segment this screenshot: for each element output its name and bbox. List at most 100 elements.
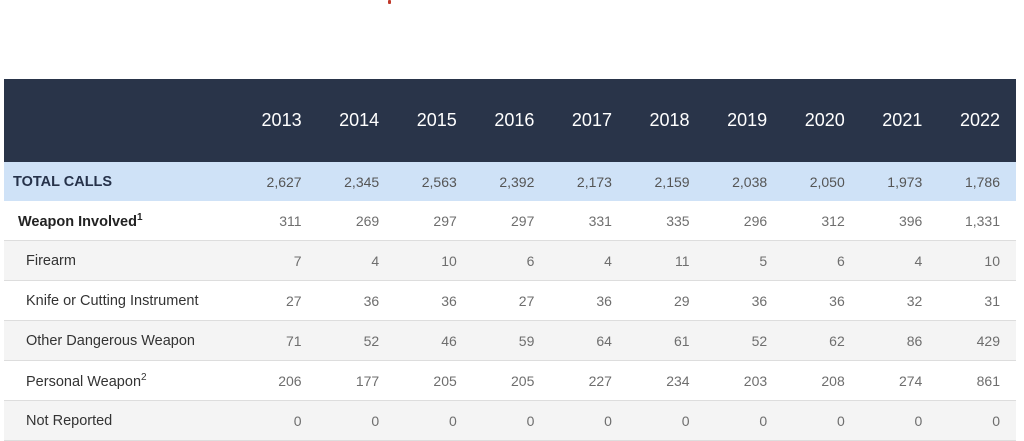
calls-table-container: 2013 2014 2015 2016 2017 2018 2019 2020 … — [4, 79, 1016, 441]
table-cell: 0 — [705, 400, 784, 441]
year-header: 2014 — [339, 110, 380, 130]
table-cell: 0 — [938, 400, 1016, 441]
table-row-not-reported: Not Reported 0 0 0 0 0 0 0 0 0 0 — [4, 400, 1016, 441]
year-header: 2019 — [727, 110, 768, 130]
table-cell: 52 — [705, 320, 784, 361]
table-cell: 297 — [472, 201, 551, 241]
year-header: 2018 — [649, 110, 690, 130]
table-cell: 205 — [472, 360, 551, 401]
table-cell: 46 — [395, 320, 473, 361]
red-mark — [388, 0, 391, 4]
row-label: Not Reported — [4, 400, 240, 441]
table-cell: 11 — [627, 240, 706, 281]
row-label: Weapon Involved1 — [4, 201, 240, 241]
table-cell: 36 — [550, 280, 628, 321]
year-header: 2013 — [261, 110, 302, 130]
year-header: 2021 — [882, 110, 923, 130]
footnote-marker: 1 — [136, 211, 143, 223]
table-cell: 1,786 — [964, 173, 1000, 190]
table-cell: 52 — [317, 320, 396, 361]
year-header: 2020 — [804, 110, 845, 130]
row-label: Other Dangerous Weapon — [4, 320, 240, 361]
table-cell: 2,345 — [344, 173, 380, 190]
table-cell: 71 — [240, 320, 318, 361]
table-row-total-calls: TOTAL CALLS 2,627 2,345 2,563 2,392 2,17… — [4, 162, 1016, 201]
table-cell: 0 — [860, 400, 939, 441]
table-row-personal-weapon: Personal Weapon2 206 177 205 205 227 234… — [4, 360, 1016, 401]
year-header: 2016 — [494, 110, 535, 130]
table-cell: 296 — [705, 201, 784, 241]
table-cell: 311 — [240, 201, 318, 241]
table-cell: 32 — [860, 280, 939, 321]
table-cell: 2,392 — [499, 173, 535, 190]
table-cell: 0 — [240, 400, 318, 441]
table-cell: 208 — [783, 360, 861, 401]
table-cell: 0 — [395, 400, 473, 441]
table-cell: 861 — [938, 360, 1016, 401]
table-cell: 2,050 — [809, 173, 845, 190]
table-cell: 206 — [240, 360, 318, 401]
table-cell: 36 — [783, 280, 861, 321]
footnote-marker: 2 — [141, 371, 147, 383]
table-cell: 6 — [783, 240, 861, 281]
table-cell: 31 — [938, 280, 1016, 321]
table-cell: 5 — [705, 240, 784, 281]
table-cell: 203 — [705, 360, 784, 401]
table-cell: 177 — [317, 360, 396, 401]
table-cell: 4 — [550, 240, 628, 281]
year-header: 2015 — [416, 110, 457, 130]
table-cell: 10 — [938, 240, 1016, 281]
table-cell: 0 — [317, 400, 396, 441]
header-label-cell — [4, 79, 240, 162]
table-cell: 335 — [627, 201, 706, 241]
row-label: Knife or Cutting Instrument — [4, 280, 240, 321]
year-header: 2017 — [571, 110, 612, 130]
table-cell: 234 — [627, 360, 706, 401]
table-cell: 0 — [627, 400, 706, 441]
table-cell: 0 — [783, 400, 861, 441]
table-cell: 6 — [472, 240, 551, 281]
table-cell: 27 — [472, 280, 551, 321]
table-cell: 429 — [938, 320, 1016, 361]
table-cell: 61 — [627, 320, 706, 361]
table-cell: 59 — [472, 320, 551, 361]
table-cell: 274 — [860, 360, 939, 401]
table-row-other-dangerous-weapon: Other Dangerous Weapon 71 52 46 59 64 61… — [4, 320, 1016, 361]
table-cell: 64 — [550, 320, 628, 361]
table-cell: 312 — [783, 201, 861, 241]
row-label: Personal Weapon2 — [4, 360, 240, 401]
table-cell: 27 — [240, 280, 318, 321]
calls-table: 2013 2014 2015 2016 2017 2018 2019 2020 … — [4, 79, 1016, 441]
table-cell: 36 — [317, 280, 396, 321]
table-cell: 2,173 — [576, 173, 612, 190]
table-cell: 86 — [860, 320, 939, 361]
table-cell: 227 — [550, 360, 628, 401]
table-cell: 396 — [860, 201, 939, 241]
table-cell: 0 — [550, 400, 628, 441]
table-cell: 36 — [705, 280, 784, 321]
table-cell: 1,973 — [887, 173, 923, 190]
row-label: TOTAL CALLS — [13, 173, 113, 190]
table-header-row: 2013 2014 2015 2016 2017 2018 2019 2020 … — [4, 79, 1016, 162]
table-cell: 269 — [317, 201, 396, 241]
row-label: Firearm — [4, 240, 240, 281]
table-cell: 36 — [395, 280, 473, 321]
table-cell: 1,331 — [938, 201, 1016, 241]
table-cell: 4 — [860, 240, 939, 281]
table-row-knife: Knife or Cutting Instrument 27 36 36 27 … — [4, 280, 1016, 321]
year-header: 2022 — [959, 110, 1000, 130]
table-cell: 7 — [240, 240, 318, 281]
table-cell: 2,159 — [654, 173, 690, 190]
table-cell: 4 — [317, 240, 396, 281]
table-cell: 2,563 — [421, 173, 457, 190]
table-row-weapon-involved: Weapon Involved1 311 269 297 297 331 335… — [4, 201, 1016, 241]
table-cell: 2,627 — [266, 173, 302, 190]
table-cell: 0 — [472, 400, 551, 441]
table-cell: 297 — [395, 201, 473, 241]
table-cell: 10 — [395, 240, 473, 281]
table-cell: 62 — [783, 320, 861, 361]
table-cell: 2,038 — [732, 173, 768, 190]
table-cell: 331 — [550, 201, 628, 241]
table-cell: 29 — [627, 280, 706, 321]
table-row-firearm: Firearm 7 4 10 6 4 11 5 6 4 10 — [4, 240, 1016, 281]
